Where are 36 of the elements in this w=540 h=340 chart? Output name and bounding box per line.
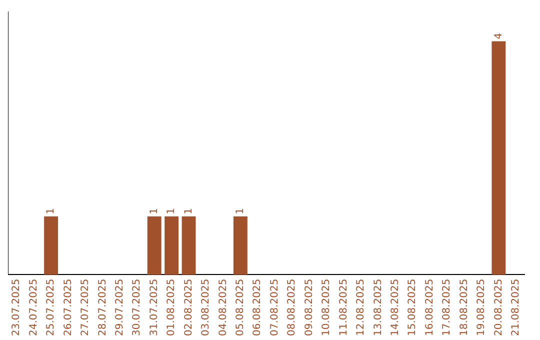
x-tick-label: 11.08.2025	[338, 278, 350, 336]
x-tick-label: 16.08.2025	[424, 278, 436, 336]
x-tick-label: 08.08.2025	[286, 278, 298, 336]
x-tick-label: 12.08.2025	[356, 278, 367, 336]
x-tick-label: 13.08.2025	[372, 278, 384, 336]
x-tick-label: 15.08.2025	[407, 278, 418, 336]
data-label: 4	[493, 32, 504, 40]
x-tick-label: 14.08.2025	[390, 278, 401, 336]
x-tick-label: 28.07.2025	[97, 278, 108, 336]
data-label: 1	[183, 208, 194, 214]
x-tick-label: 24.07.2025	[28, 278, 40, 336]
x-tick-label: 30.07.2025	[132, 278, 143, 336]
x-tick-label: 19.08.2025	[476, 278, 488, 336]
x-tick-label: 10.08.2025	[321, 278, 332, 336]
x-tick-label: 06.08.2025	[252, 278, 264, 336]
x-tick-label: 07.08.2025	[269, 278, 280, 336]
data-label: 1	[166, 208, 178, 214]
x-tick-label: 29.07.2025	[114, 278, 126, 336]
x-tick-label: 04.08.2025	[218, 278, 229, 336]
x-tick-label: 21.08.2025	[510, 278, 522, 336]
x-tick-label: 09.08.2025	[304, 278, 315, 336]
x-tick-label: 05.08.2025	[235, 278, 246, 336]
x-tick-label: 17.08.2025	[442, 278, 453, 336]
x-tick-label: 27.07.2025	[80, 278, 92, 336]
x-tick-label: 23.07.2025	[11, 278, 22, 336]
x-tick-label: 01.08.2025	[166, 278, 178, 336]
x-tick-label: 20.08.2025	[493, 278, 504, 336]
x-tick-label: 25.07.2025	[46, 278, 57, 336]
data-label: 1	[148, 208, 160, 214]
x-tick-label: 03.08.2025	[200, 278, 212, 336]
data-label: 1	[46, 208, 57, 214]
x-tick-label: 02.08.2025	[183, 278, 194, 336]
data-label: 1	[235, 208, 246, 214]
x-tick-label: 18.08.2025	[458, 278, 470, 336]
x-tick-label: 31.07.2025	[148, 278, 160, 336]
x-tick-label: 26.07.2025	[62, 278, 74, 336]
